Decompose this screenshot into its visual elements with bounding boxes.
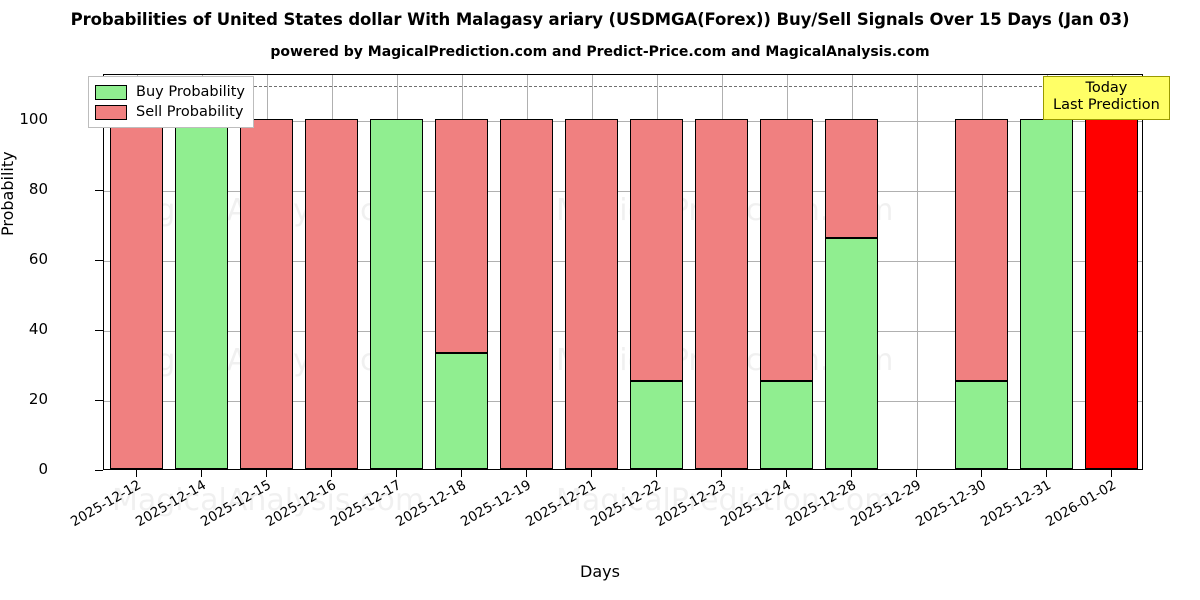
x-axis-tick bbox=[850, 470, 852, 477]
x-axis-tick bbox=[135, 470, 137, 477]
x-axis-tick bbox=[980, 470, 982, 477]
bar-segment-buy[interactable] bbox=[434, 353, 489, 469]
bar-segment-sell[interactable] bbox=[304, 118, 359, 469]
bar-segment-sell[interactable] bbox=[629, 118, 684, 382]
page-title: Probabilities of United States dollar Wi… bbox=[70, 10, 1130, 29]
y-axis-tick-label: 0 bbox=[38, 460, 48, 478]
y-axis-tick-label: 100 bbox=[19, 109, 48, 128]
bar-segment-today[interactable] bbox=[1084, 118, 1139, 469]
x-axis-tick bbox=[460, 470, 462, 477]
x-axis-tick bbox=[590, 470, 592, 477]
bar-segment-buy[interactable] bbox=[629, 381, 684, 469]
x-axis-tick bbox=[655, 470, 657, 477]
bar-group[interactable] bbox=[759, 73, 814, 469]
legend-label-sell: Sell Probability bbox=[136, 104, 244, 120]
bar-segment-sell[interactable] bbox=[954, 118, 1009, 382]
bar-group[interactable] bbox=[304, 73, 359, 469]
y-axis-tick bbox=[95, 399, 103, 402]
bar-segment-sell[interactable] bbox=[824, 118, 879, 238]
bar-segment-buy[interactable] bbox=[369, 118, 424, 469]
y-gridline bbox=[104, 400, 1142, 402]
bar-segment-buy[interactable] bbox=[824, 237, 879, 469]
y-axis-tick bbox=[95, 259, 103, 261]
bar-segment-sell[interactable] bbox=[564, 118, 619, 469]
y-gridline bbox=[104, 120, 1142, 122]
bar-segment-sell[interactable] bbox=[239, 118, 294, 469]
bar-group[interactable] bbox=[109, 73, 164, 469]
x-axis-tick bbox=[330, 470, 332, 477]
y-axis-tick-label: 40 bbox=[28, 319, 48, 338]
x-axis-tick bbox=[265, 470, 267, 477]
bar-group[interactable] bbox=[174, 73, 229, 469]
x-axis-tick bbox=[785, 470, 787, 477]
bar-group[interactable] bbox=[499, 73, 554, 469]
x-axis-title: Days bbox=[580, 562, 620, 581]
bar-group[interactable] bbox=[629, 73, 684, 469]
x-axis-tick bbox=[200, 470, 202, 477]
today-callout: Today Last Prediction bbox=[1043, 76, 1170, 121]
bar-segment-sell[interactable] bbox=[694, 118, 749, 469]
bar-group[interactable] bbox=[1084, 73, 1139, 469]
bar-segment-sell[interactable] bbox=[499, 118, 554, 469]
x-axis-tick bbox=[395, 470, 397, 477]
bar-group[interactable] bbox=[824, 73, 879, 469]
x-gridline bbox=[916, 75, 918, 469]
y-axis-tick-label: 80 bbox=[28, 179, 48, 198]
bar-group[interactable] bbox=[239, 73, 294, 469]
y-axis-tick-label: 60 bbox=[28, 249, 48, 268]
bar-group[interactable] bbox=[1019, 73, 1074, 469]
bar-segment-sell[interactable] bbox=[434, 118, 489, 354]
legend-item-buy: Buy Probability bbox=[95, 82, 245, 102]
x-axis-tick bbox=[1045, 470, 1047, 477]
x-axis-tick bbox=[915, 470, 917, 477]
bar-segment-buy[interactable] bbox=[174, 118, 229, 469]
y-gridline bbox=[104, 260, 1142, 262]
bar-segment-buy[interactable] bbox=[759, 381, 814, 469]
legend-swatch-buy-icon bbox=[95, 84, 127, 100]
chart-subtitle: powered by MagicalPrediction.com and Pre… bbox=[270, 44, 930, 60]
x-axis-tick bbox=[720, 470, 722, 477]
bar-group[interactable] bbox=[564, 73, 619, 469]
bar-group[interactable] bbox=[369, 73, 424, 469]
x-axis-tick bbox=[525, 470, 527, 477]
bar-segment-sell[interactable] bbox=[759, 118, 814, 382]
bar-group[interactable] bbox=[434, 73, 489, 469]
y-axis-tick bbox=[95, 329, 103, 331]
today-callout-line1: Today bbox=[1085, 80, 1128, 96]
y-gridline bbox=[104, 330, 1142, 332]
bar-group[interactable] bbox=[694, 73, 749, 469]
legend-swatch-sell-icon bbox=[95, 104, 127, 120]
y-axis-tick-label: 20 bbox=[28, 389, 48, 408]
reference-line bbox=[104, 85, 1142, 87]
bar-segment-buy[interactable] bbox=[954, 381, 1009, 469]
legend-label-buy: Buy Probability bbox=[136, 84, 245, 100]
bar-segment-sell[interactable] bbox=[109, 118, 164, 469]
bar-group[interactable] bbox=[954, 73, 1009, 469]
legend-item-sell: Sell Probability bbox=[95, 102, 245, 122]
y-axis-tick bbox=[95, 189, 103, 191]
y-axis-tick bbox=[95, 470, 103, 472]
x-axis-tick bbox=[1110, 470, 1112, 477]
today-callout-line2: Last Prediction bbox=[1053, 97, 1160, 114]
chart-legend: Buy Probability Sell Probability bbox=[88, 76, 254, 128]
plot-area: MagicalAnalysis.com MagicalPrediction.com… bbox=[103, 73, 1143, 518]
bar-segment-buy[interactable] bbox=[1019, 118, 1074, 469]
y-gridline bbox=[104, 190, 1142, 192]
